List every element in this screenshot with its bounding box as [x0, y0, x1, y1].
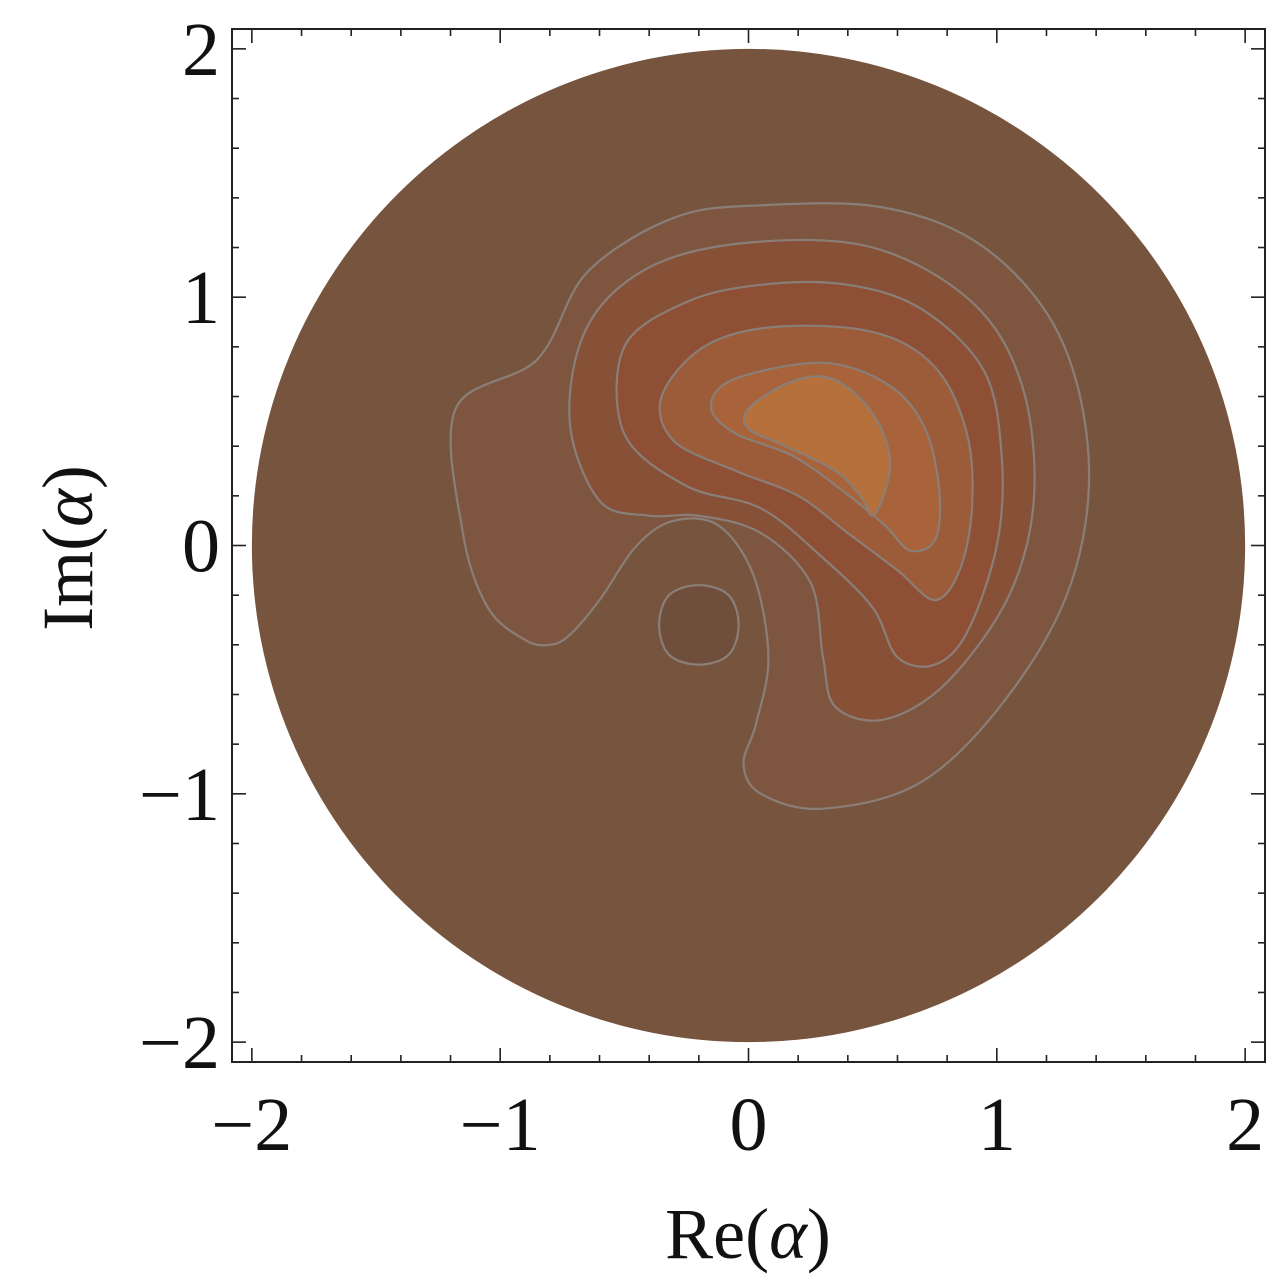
- plot-area: [251, 48, 1246, 1043]
- y-tick-label: 1: [182, 256, 220, 340]
- y-axis-label: Im(α): [28, 465, 108, 631]
- contour-layer: [449, 202, 1091, 811]
- x-tick-label: 0: [730, 1083, 768, 1167]
- y-tick-label: −2: [139, 1001, 220, 1085]
- contour-level-6: [742, 375, 892, 517]
- tick-layer: [232, 29, 1265, 1062]
- y-tick-label: 0: [182, 505, 220, 589]
- x-tick-label: −2: [211, 1083, 292, 1167]
- x-tick-label: 1: [978, 1083, 1016, 1167]
- contour-level--1: [657, 584, 740, 666]
- x-tick-label: −1: [460, 1083, 541, 1167]
- y-tick-label: −1: [139, 753, 220, 837]
- x-axis-label: Re(α): [665, 1194, 831, 1274]
- x-tick-label: 2: [1226, 1083, 1264, 1167]
- tick-label-layer: −2 −1 0 1 2 −2 −1 0 1 2: [139, 8, 1264, 1167]
- y-tick-label: 2: [182, 8, 220, 92]
